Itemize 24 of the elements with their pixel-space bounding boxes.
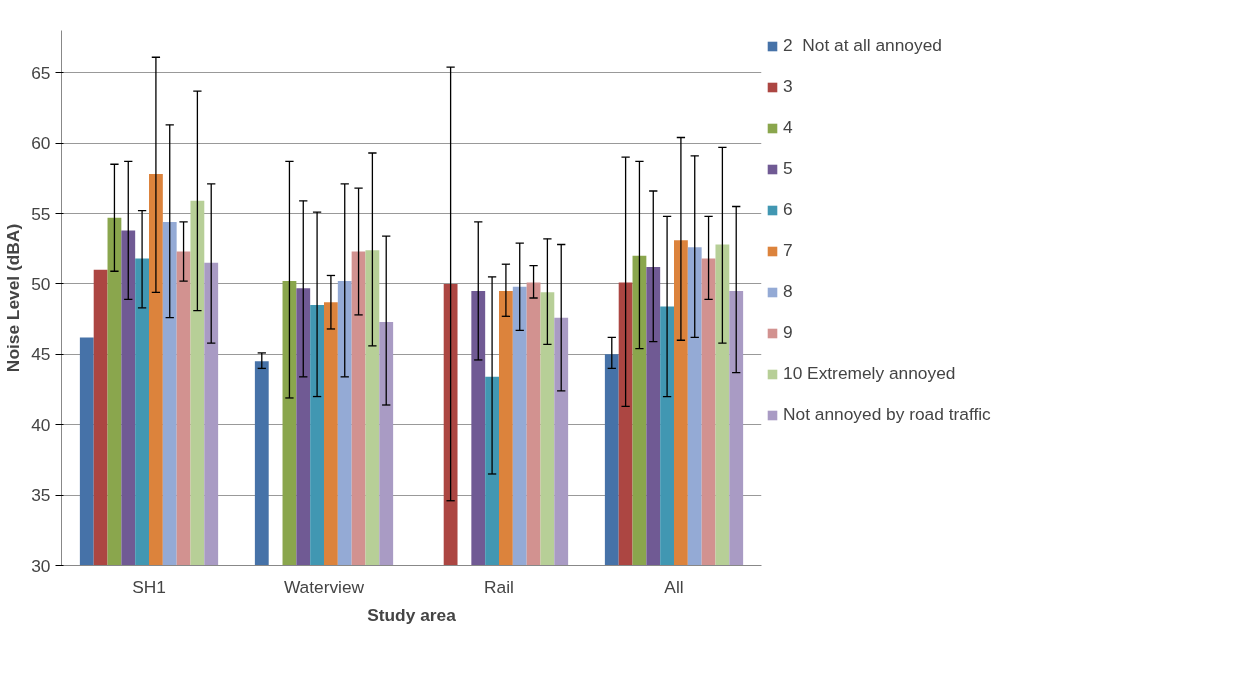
legend-label: 4	[783, 117, 794, 138]
y-tick-label: 35	[31, 485, 51, 506]
legend-label: 5	[783, 158, 794, 179]
x-tick-label: SH1	[132, 576, 166, 597]
y-tick-label: 65	[31, 62, 51, 83]
x-tick-label: All	[664, 576, 684, 597]
legend-label: 2 Not at all annoyed	[783, 35, 942, 56]
x-tick-label: Rail	[484, 576, 514, 597]
y-tick-label: 30	[31, 555, 51, 576]
y-tick-label: 60	[31, 133, 51, 154]
legend-label: Not annoyed by road traffic	[783, 404, 991, 425]
legend-label: 8	[783, 281, 794, 302]
legend-label: 7	[783, 240, 794, 261]
x-tick-label: Waterview	[283, 576, 365, 597]
legend-label: 6	[783, 199, 794, 220]
legend-label: 9	[783, 322, 794, 343]
x-axis-title: Study area	[367, 604, 457, 625]
y-axis-title: Noise Level (dBA)	[3, 223, 24, 373]
y-tick-label: 40	[31, 414, 51, 435]
y-tick-label: 50	[31, 273, 51, 294]
legend-label: 10 Extremely annoyed	[783, 363, 956, 384]
y-tick-label: 55	[31, 203, 51, 224]
legend-label: 3	[783, 76, 794, 97]
y-tick-label: 45	[31, 344, 51, 365]
